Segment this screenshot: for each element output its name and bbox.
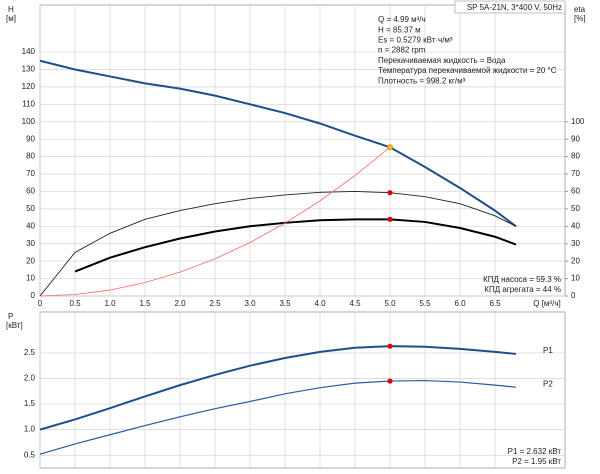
operating-point bbox=[387, 190, 393, 196]
x-tick-label: 4.0 bbox=[314, 299, 326, 308]
y-axis-unit: [м] bbox=[6, 14, 16, 23]
curve bbox=[39, 190, 517, 297]
note: P1 = 2.632 кВт bbox=[508, 447, 562, 456]
y2-tick-label: 0 bbox=[571, 291, 576, 300]
series-label: P2 bbox=[543, 379, 553, 388]
note: P2 = 1.95 кВт bbox=[512, 457, 561, 466]
x-tick-label: 6.5 bbox=[489, 299, 501, 308]
curve bbox=[39, 345, 517, 431]
x-tick-label: 0 bbox=[38, 299, 43, 308]
y2-tick-label: 90 bbox=[571, 134, 580, 143]
info-line: Температура перекачиваемой жидкости = 20… bbox=[378, 66, 557, 75]
y2-tick-label: 60 bbox=[571, 187, 580, 196]
x-tick-label: 2.0 bbox=[174, 299, 186, 308]
y-axis-label: P bbox=[8, 312, 13, 321]
x-tick-label: 3.5 bbox=[279, 299, 291, 308]
y2-tick-label: 10 bbox=[571, 274, 580, 283]
curve bbox=[39, 59, 517, 228]
y2-tick-label: 70 bbox=[571, 169, 580, 178]
y-axis-unit: [кВт] bbox=[6, 321, 23, 330]
y2-tick-label: 20 bbox=[571, 256, 580, 265]
x-tick-label: 5.0 bbox=[384, 299, 396, 308]
title-box bbox=[454, 0, 566, 14]
y-tick-label: 2.5 bbox=[24, 348, 36, 357]
y-tick-label: 120 bbox=[22, 82, 36, 91]
series-label: P1 bbox=[543, 346, 553, 355]
operating-point bbox=[387, 343, 393, 349]
y2-tick-label: 40 bbox=[571, 221, 580, 230]
y-tick-label: 100 bbox=[22, 117, 36, 126]
x-tick-label: 5.5 bbox=[419, 299, 431, 308]
info-line: n = 2882 rpm bbox=[378, 46, 426, 55]
y-tick-label: 1.0 bbox=[24, 425, 36, 434]
y-tick-label: 50 bbox=[26, 204, 35, 213]
y-tick-label: 1.5 bbox=[24, 399, 36, 408]
y2-tick-label: 100 bbox=[571, 117, 585, 126]
info-line: Q = 4.99 м³/ч bbox=[378, 15, 426, 24]
y-tick-label: 30 bbox=[26, 239, 35, 248]
info-line: Перекачиваемая жидкость = Вода bbox=[378, 56, 506, 65]
y-tick-label: 70 bbox=[26, 169, 35, 178]
note: КПД агрегата = 44 % bbox=[484, 285, 561, 294]
y-tick-label: 110 bbox=[22, 99, 35, 108]
info-line: Es = 0.5279 кВт·ч/м³ bbox=[378, 36, 453, 45]
y-tick-label: 10 bbox=[26, 274, 35, 283]
y-tick-label: 0.5 bbox=[24, 450, 36, 459]
info-line: Плотность = 998.2 кг/м³ bbox=[378, 76, 466, 85]
x-tick-label: 3.0 bbox=[244, 299, 256, 308]
y-tick-label: 80 bbox=[26, 152, 35, 161]
info-line: H = 85.37 м bbox=[378, 25, 421, 34]
y-tick-label: 0 bbox=[31, 291, 36, 300]
y-tick-label: 130 bbox=[22, 65, 36, 74]
y-tick-label: 2.0 bbox=[24, 374, 36, 383]
operating-point bbox=[387, 378, 393, 384]
curve bbox=[74, 218, 517, 273]
y-tick-label: 60 bbox=[26, 187, 35, 196]
y-tick-label: 90 bbox=[26, 134, 35, 143]
x-tick-label: 0.5 bbox=[69, 299, 81, 308]
x-tick-label: 2.5 bbox=[209, 299, 221, 308]
y2-tick-label: 80 bbox=[571, 152, 580, 161]
note: КПД насоса = 59.3 % bbox=[483, 275, 561, 284]
x-axis-label: Q [м³/ч] bbox=[533, 299, 560, 308]
y2-tick-label: 30 bbox=[571, 239, 580, 248]
curve bbox=[39, 379, 517, 455]
y2-axis-label: eta bbox=[574, 5, 586, 14]
y-tick-label: 140 bbox=[22, 47, 36, 56]
x-tick-label: 4.5 bbox=[349, 299, 361, 308]
plot-frame bbox=[39, 311, 566, 469]
x-tick-label: 6.0 bbox=[454, 299, 466, 308]
y2-axis-unit: [%] bbox=[574, 14, 586, 23]
operating-point bbox=[387, 216, 393, 222]
chart-title: SP 5A-21N, 3*400 V, 50Hz bbox=[467, 3, 562, 12]
plot-frame bbox=[39, 4, 566, 297]
y-tick-label: 40 bbox=[26, 221, 35, 230]
x-tick-label: 1.5 bbox=[139, 299, 151, 308]
y2-tick-label: 50 bbox=[571, 204, 580, 213]
operating-point bbox=[387, 144, 393, 151]
y-tick-label: 20 bbox=[26, 256, 35, 265]
curve bbox=[39, 146, 391, 297]
y-axis-label: H bbox=[8, 5, 14, 14]
x-tick-label: 1.0 bbox=[104, 299, 116, 308]
